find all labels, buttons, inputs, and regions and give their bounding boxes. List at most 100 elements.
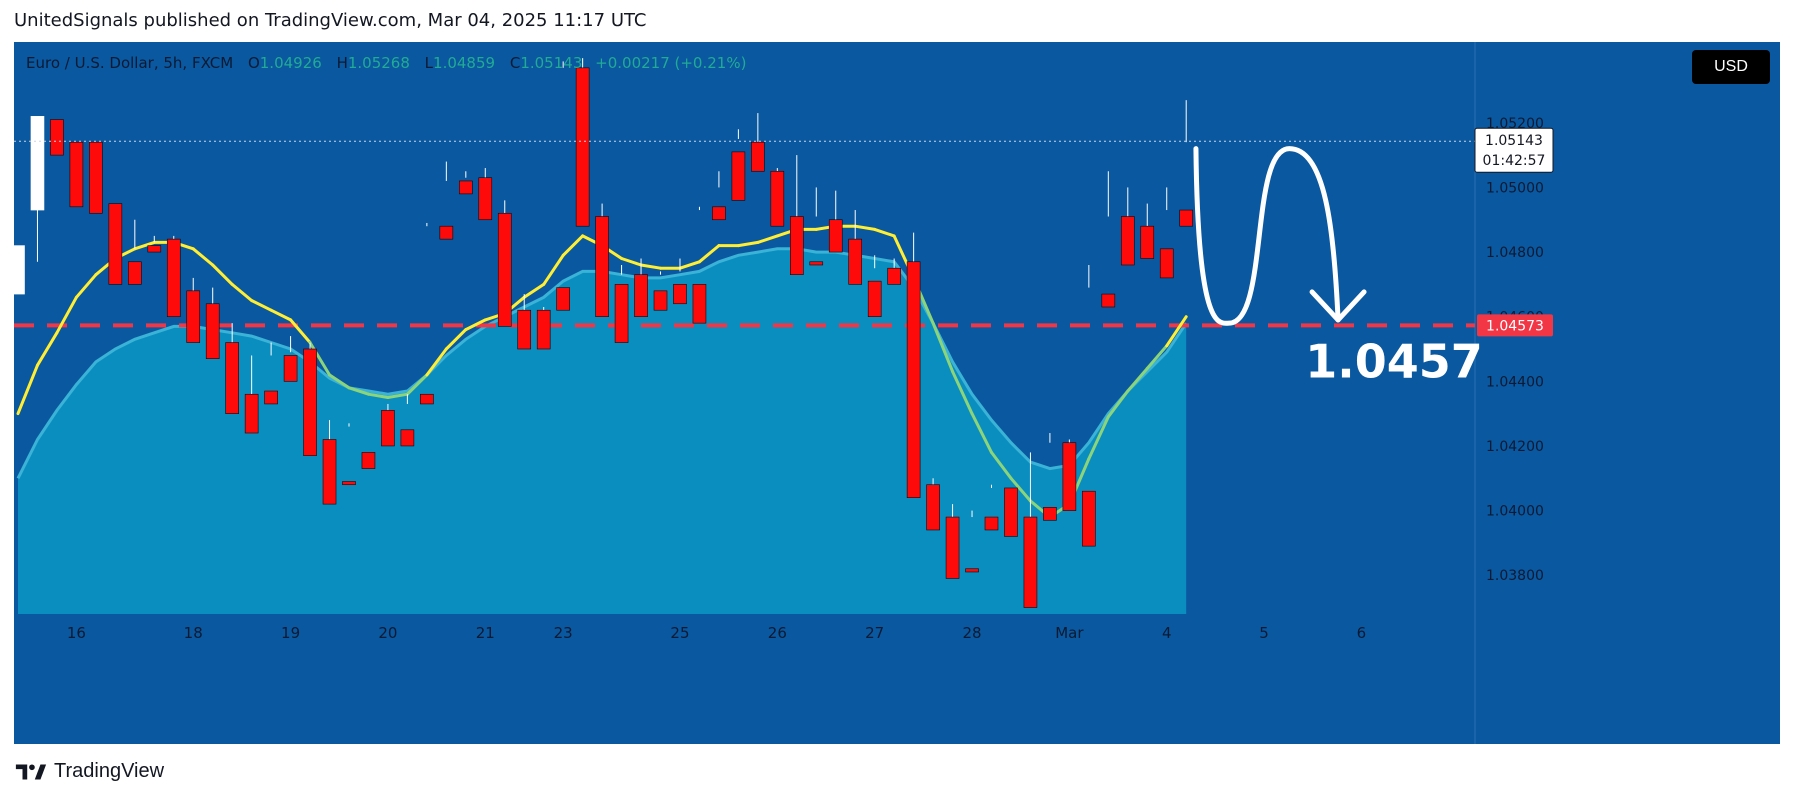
ma-fast-segment bbox=[1106, 389, 1130, 419]
candle-down bbox=[517, 294, 532, 350]
symbol-label[interactable]: Euro / U.S. Dollar, 5h, FXCM bbox=[26, 54, 234, 72]
candle-down bbox=[965, 510, 979, 573]
candle-down bbox=[342, 423, 356, 486]
ma-fast-segment bbox=[425, 347, 448, 377]
candle-body bbox=[536, 309, 551, 350]
candle-body bbox=[1101, 293, 1116, 308]
y-tick-label: 1.04400 bbox=[1486, 374, 1544, 390]
candle-body bbox=[147, 245, 162, 253]
candle-body bbox=[459, 180, 473, 195]
candle-body bbox=[575, 67, 590, 227]
candle-down bbox=[692, 206, 707, 324]
candle-body bbox=[1082, 490, 1096, 547]
ma-fast-segment bbox=[1145, 344, 1169, 370]
candle-body bbox=[14, 245, 25, 295]
candle-up bbox=[30, 116, 45, 262]
ma-fast-segment bbox=[444, 328, 468, 351]
candle-down bbox=[1004, 487, 1018, 537]
candle-body bbox=[30, 116, 45, 211]
ma-fast-segment bbox=[1126, 366, 1149, 393]
candle-body bbox=[653, 290, 668, 311]
candle-body bbox=[439, 225, 454, 240]
ma-fast-segment bbox=[289, 318, 312, 344]
candle-body bbox=[809, 261, 824, 266]
candle-body bbox=[887, 267, 901, 285]
ma-fast-segment bbox=[405, 373, 429, 396]
ma-fast-segment bbox=[620, 257, 643, 267]
candle-down bbox=[906, 232, 921, 498]
candle-body bbox=[984, 516, 999, 531]
ma-fast-segment bbox=[756, 234, 779, 244]
ma-fast-segment bbox=[269, 308, 293, 322]
candle-down bbox=[634, 258, 648, 317]
candle-down bbox=[225, 323, 239, 414]
target-price-label: 1.0457 bbox=[1305, 334, 1483, 388]
ma-fast-segment bbox=[697, 244, 721, 264]
candle-body bbox=[361, 452, 376, 469]
ma-fast-segment bbox=[678, 260, 701, 270]
candle-down bbox=[751, 113, 765, 172]
y-tick-label: 1.05000 bbox=[1486, 180, 1544, 196]
candle-down bbox=[1043, 433, 1057, 521]
candle-down bbox=[536, 306, 551, 350]
candle-down bbox=[828, 190, 843, 253]
candle-down bbox=[322, 420, 337, 505]
ma-fast-segment bbox=[970, 412, 993, 454]
candle-down bbox=[614, 264, 629, 343]
candle-body bbox=[945, 516, 960, 579]
candle-body bbox=[634, 274, 648, 317]
candle-body bbox=[867, 280, 882, 317]
candle-body bbox=[225, 342, 239, 414]
ma-fast-segment bbox=[36, 331, 59, 367]
tradingview-brand[interactable]: TradingView bbox=[14, 760, 164, 783]
candle-body bbox=[400, 429, 415, 447]
change-value: +0.00217 (+0.21%) bbox=[595, 54, 747, 72]
x-tick-label: 16 bbox=[67, 624, 86, 642]
candle-down bbox=[673, 258, 687, 305]
candlestick-chart[interactable]: 1.0457 1.038001.040001.042001.044001.046… bbox=[14, 42, 1780, 744]
x-axis-strip bbox=[14, 614, 1780, 644]
ma-fast-segment bbox=[367, 392, 390, 399]
ma-fast-segment bbox=[561, 234, 585, 257]
candle-down bbox=[381, 403, 395, 447]
candle-body bbox=[1140, 225, 1155, 259]
currency-button[interactable]: USD bbox=[1692, 50, 1770, 84]
candle-body bbox=[789, 216, 804, 275]
x-tick-label: 20 bbox=[378, 624, 397, 642]
ma-fast-segment bbox=[328, 373, 351, 390]
brand-name: TradingView bbox=[54, 760, 165, 782]
y-tick-label: 1.04800 bbox=[1486, 245, 1544, 261]
candle-down bbox=[283, 336, 298, 382]
candle-body bbox=[1159, 248, 1174, 279]
candle-body bbox=[283, 355, 298, 382]
candle-body bbox=[303, 348, 317, 456]
candle-down bbox=[128, 219, 142, 285]
candle-down bbox=[497, 200, 512, 327]
x-tick-label: 19 bbox=[281, 624, 300, 642]
candle-body bbox=[692, 284, 707, 324]
countdown-label: 01:42:57 bbox=[1483, 153, 1546, 169]
candle-body bbox=[342, 481, 356, 486]
candle-down bbox=[205, 287, 220, 360]
ma-fast-segment bbox=[55, 295, 78, 335]
candle-down bbox=[848, 210, 863, 285]
candle-down bbox=[166, 235, 181, 317]
candle-body bbox=[1062, 442, 1077, 511]
candle-body bbox=[244, 393, 259, 434]
ma-fast-segment bbox=[1087, 415, 1110, 461]
high-key: H bbox=[336, 54, 348, 72]
last-price-tag bbox=[1474, 127, 1554, 173]
candle-down bbox=[1101, 171, 1116, 308]
candle-body bbox=[1043, 507, 1057, 521]
x-tick-label: 18 bbox=[184, 624, 203, 642]
x-tick-label: 26 bbox=[768, 624, 787, 642]
candle-down bbox=[147, 235, 162, 253]
candle-down bbox=[595, 203, 609, 317]
ma-fast-segment bbox=[639, 263, 662, 270]
chart-panel[interactable]: 1.0457 1.038001.040001.042001.044001.046… bbox=[14, 42, 1780, 744]
ma-fast-segment bbox=[211, 263, 234, 286]
candle-body bbox=[420, 393, 434, 405]
projection-curve bbox=[1193, 146, 1341, 326]
ma-fast-segment bbox=[990, 450, 1013, 480]
candle-body bbox=[926, 484, 940, 531]
